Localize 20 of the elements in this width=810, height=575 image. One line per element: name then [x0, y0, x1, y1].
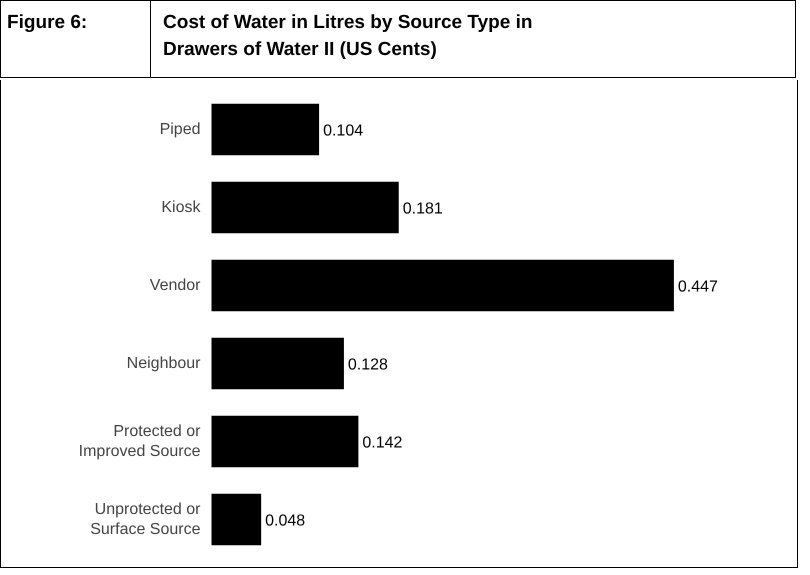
y-tick-label: Neighbour — [126, 355, 202, 372]
y-tick-label: Unprotected or Surface Source — [90, 500, 202, 538]
y-tick-label: Protected or Improved Source — [78, 422, 202, 460]
y-tick-label: Kiosk — [161, 199, 202, 216]
y-tick-label: Vendor — [150, 277, 202, 294]
data-label: 0.104 — [323, 122, 364, 140]
data-label: 0.142 — [362, 434, 403, 452]
bar — [212, 416, 358, 468]
data-label: 0.447 — [678, 278, 718, 296]
bar — [212, 260, 674, 312]
chart-title: Cost of Water in Litres by Source Type in Drawers of Water II (US Cents) — [162, 11, 534, 62]
bar — [212, 338, 344, 390]
bar — [212, 182, 399, 234]
bar — [212, 104, 320, 156]
data-label: 0.128 — [348, 356, 388, 374]
bar — [212, 494, 262, 546]
data-label: 0.048 — [265, 512, 306, 530]
caption: Figure 6: — [1, 1, 151, 77]
data-label: 0.181 — [402, 200, 443, 218]
y-tick-label: Piped — [160, 121, 200, 138]
